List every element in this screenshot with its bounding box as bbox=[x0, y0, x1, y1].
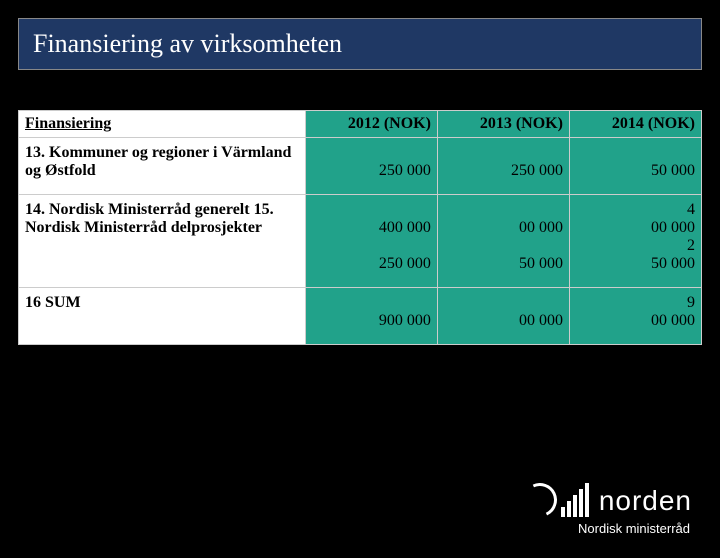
norden-logo: norden Nordisk ministerråd bbox=[523, 481, 692, 536]
table-row: 14. Nordisk Ministerråd generelt 15. Nor… bbox=[19, 195, 702, 288]
cell-value: 9 00 000 bbox=[569, 288, 701, 345]
row-label: 14. Nordisk Ministerråd generelt 15. Nor… bbox=[19, 195, 306, 288]
row-label: 16 SUM bbox=[19, 288, 306, 345]
cell-value: 900 000 bbox=[305, 288, 437, 345]
col-header-2012: 2012 (NOK) bbox=[305, 111, 437, 138]
table-row: 16 SUM 900 000 00 000 9 00 000 bbox=[19, 288, 702, 345]
financing-table: Finansiering 2012 (NOK) 2013 (NOK) 2014 … bbox=[18, 110, 702, 345]
cell-value: 250 000 bbox=[305, 138, 437, 195]
col-header-label: Finansiering bbox=[19, 111, 306, 138]
table-header-row: Finansiering 2012 (NOK) 2013 (NOK) 2014 … bbox=[19, 111, 702, 138]
financing-table-container: Finansiering 2012 (NOK) 2013 (NOK) 2014 … bbox=[18, 110, 702, 345]
cell-value: 50 000 bbox=[569, 138, 701, 195]
page-title: Finansiering av virksomheten bbox=[18, 18, 702, 70]
logo-text-sub: Nordisk ministerråd bbox=[578, 521, 690, 536]
col-header-2014: 2014 (NOK) bbox=[569, 111, 701, 138]
cell-value: 400 000 250 000 bbox=[305, 195, 437, 288]
logo-text-main: norden bbox=[599, 485, 692, 517]
cell-value: 4 00 000 2 50 000 bbox=[569, 195, 701, 288]
cell-value: 250 000 bbox=[437, 138, 569, 195]
norden-logo-icon bbox=[523, 481, 589, 517]
col-header-2013: 2013 (NOK) bbox=[437, 111, 569, 138]
cell-value: 00 000 bbox=[437, 288, 569, 345]
cell-value: 00 000 50 000 bbox=[437, 195, 569, 288]
row-label: 13. Kommuner og regioner i Värmland og Ø… bbox=[19, 138, 306, 195]
table-row: 13. Kommuner og regioner i Värmland og Ø… bbox=[19, 138, 702, 195]
